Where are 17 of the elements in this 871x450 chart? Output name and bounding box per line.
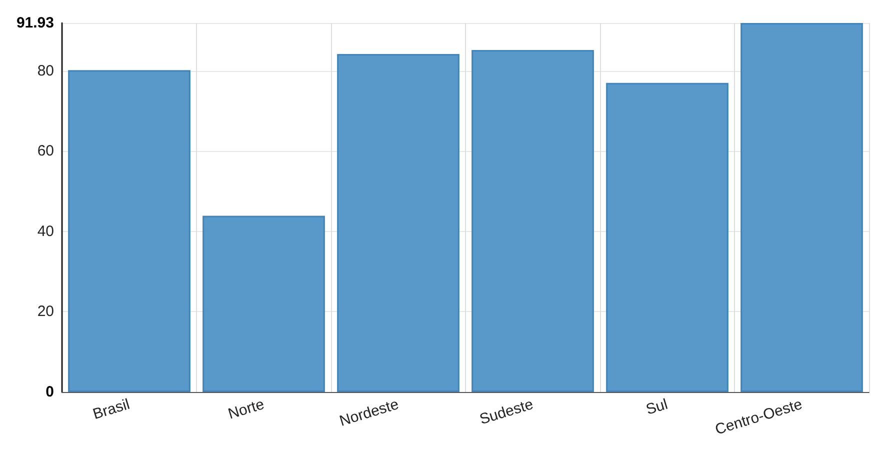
bar — [606, 82, 728, 392]
bar — [472, 50, 594, 392]
y-tick-label: 91.93 — [16, 14, 54, 32]
x-tick-label: Nordeste — [338, 396, 401, 430]
y-tick-label: 40 — [37, 222, 54, 240]
y-tick-label: 20 — [37, 303, 54, 320]
x-tick-label: Sudeste — [478, 396, 536, 428]
bar — [740, 23, 863, 392]
y-tick-label: 80 — [37, 62, 54, 80]
y-tick-label: 60 — [37, 142, 54, 160]
y-tick-label: 0 — [46, 384, 54, 400]
x-tick-label: Norte — [226, 396, 266, 423]
bar — [337, 54, 460, 392]
bar — [68, 70, 190, 392]
x-tick-label: Sul — [644, 396, 670, 418]
x-tick-label: Brasil — [90, 396, 132, 424]
bar — [202, 216, 325, 392]
